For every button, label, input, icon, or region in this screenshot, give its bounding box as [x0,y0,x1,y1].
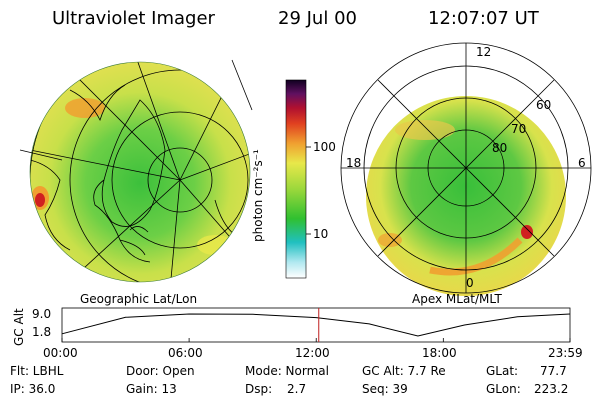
apex-aurora-hotspot [521,225,533,239]
status-mode: Mode: Normal [245,364,329,378]
status-glon: GLon: [486,382,521,396]
altitude-xtick: 18:00 [422,346,457,360]
altitude-curve [61,313,571,337]
status-dsp: Dsp: [245,382,273,396]
lat-label-80: 80 [492,141,508,155]
time-label: 12:07:07 UT [428,8,539,29]
colorbar-gradient [285,79,307,279]
colorbar-unit-label: photon cm⁻²s⁻¹ [251,149,265,242]
altitude-plot-frame [61,307,571,343]
altitude-ytick-max: 9.0 [32,307,52,321]
altitude-xtick: 06:00 [168,346,203,360]
mlt-label-18: 18 [346,156,362,170]
status-seq: Seq: 39 [362,382,408,396]
geo-aurora-patch [65,98,105,118]
status-filter: Flt: LBHL [10,364,64,378]
mlt-label-12: 12 [476,45,492,59]
colorbar-tick-100: 100 [313,140,336,154]
geo-aurora-hotspot [35,193,45,207]
geographic-panel [19,59,253,283]
date-label: 29 Jul 00 [278,8,357,29]
apex-auroral-oval [429,237,523,276]
status-glon-value: 223.2 [534,382,569,396]
status-gc-alt: GC Alt: 7.7 Re [362,364,446,378]
altitude-xtick: 12:00 [295,346,330,360]
status-gain: Gain: 13 [126,382,177,396]
status-glat-value: 77.7 [540,364,567,378]
altitude-xtick: 23:59 [548,346,583,360]
mlt-label-0: 0 [466,276,474,290]
altitude-ytick-min: 1.8 [32,325,52,339]
lat-label-70: 70 [511,122,527,136]
apex-panel [340,42,592,296]
status-door: Door: Open [126,364,195,378]
altitude-xtick: 00:00 [43,346,78,360]
lat-label-60: 60 [536,98,552,112]
altitude-axis-label: GC Alt [12,308,26,346]
app-title: Ultraviolet Imager [52,8,215,29]
status-ip: IP: 36.0 [10,382,56,396]
status-dsp-value: 2.7 [287,382,307,396]
mlt-label-6: 6 [578,156,586,170]
altitude-plot [61,307,571,343]
geo-panel-label: Geographic Lat/Lon [80,292,198,306]
colorbar-tick-10: 10 [313,227,329,241]
colorbar [285,79,311,279]
status-glat: GLat: [486,364,519,378]
apex-panel-label: Apex MLat/MLT [412,292,502,306]
